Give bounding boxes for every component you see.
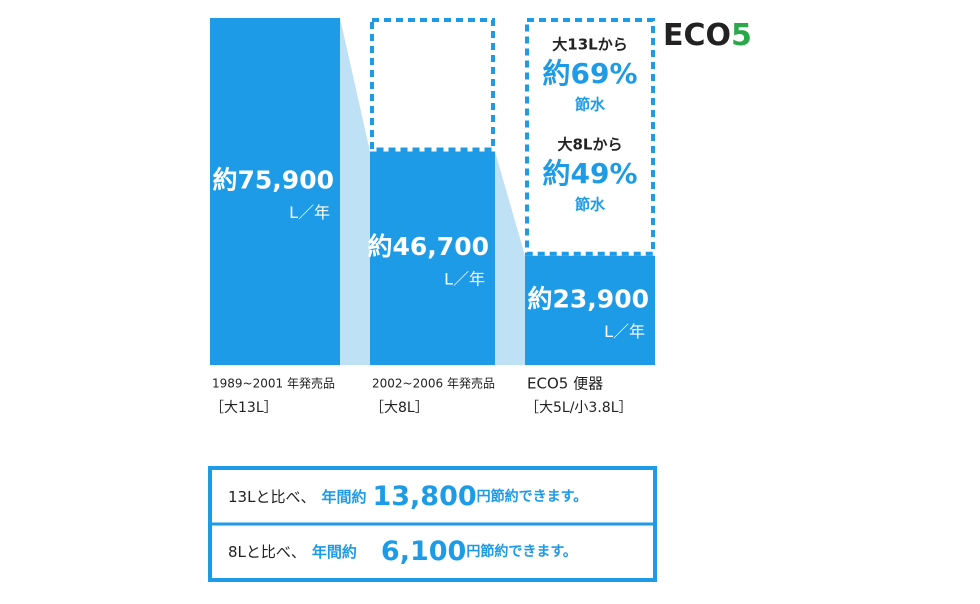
value-label: 約46,700 xyxy=(368,232,489,261)
capacity-label: ［大5L/小3.8L］ xyxy=(525,400,633,416)
summary-box xyxy=(208,466,657,582)
logo-number: 5 xyxy=(731,18,752,53)
savings-note: 節水 xyxy=(575,96,606,114)
unit-label: L／年 xyxy=(604,322,645,341)
unit-label: L／年 xyxy=(444,270,485,289)
savings-from: 大8Lから xyxy=(558,136,623,154)
logo-text: ECO xyxy=(663,18,731,53)
capacity-label: ［大13L］ xyxy=(210,400,278,416)
comparison-lead: 8Lと比べ、 xyxy=(228,543,306,561)
connector xyxy=(340,18,370,365)
reference-outline xyxy=(370,18,495,152)
category-label: 2002~2006 年発売品 xyxy=(372,376,495,391)
value-label: 約75,900 xyxy=(213,166,334,195)
bar xyxy=(525,255,655,365)
value-label: 約23,900 xyxy=(528,284,649,313)
logo: ECO5 xyxy=(663,18,752,53)
comparison: 13Lと比べ、 年間約 13,800円節約できます。 xyxy=(228,481,587,512)
savings-from: 大13Lから xyxy=(552,36,627,54)
unit-label: L／年 xyxy=(289,203,330,222)
comparison-amount: 13,800 xyxy=(372,481,476,512)
savings-note: 節水 xyxy=(575,196,606,214)
comparison-tail: 円節約できます。 xyxy=(477,488,588,505)
comparison-tail: 円節約できます。 xyxy=(466,543,577,560)
savings-amount: 約69% xyxy=(542,57,637,90)
bar xyxy=(370,151,495,365)
connector xyxy=(495,151,525,365)
category-label: ECO5 便器 xyxy=(527,375,603,393)
comparison-amount: 6,100 xyxy=(381,536,466,567)
category-label: 1989~2001 年発売品 xyxy=(212,376,335,391)
capacity-label: ［大8L］ xyxy=(370,400,429,416)
reference-outline xyxy=(525,18,655,256)
bar xyxy=(210,18,340,365)
comparison: 8Lと比べ、 年間約 6,100円節約できます。 xyxy=(228,536,577,567)
comparison-mid: 年間約 xyxy=(312,543,357,561)
comparison-lead: 13Lと比べ、 xyxy=(228,488,315,506)
savings-amount: 約49% xyxy=(542,157,637,190)
comparison-mid: 年間約 xyxy=(321,488,366,506)
